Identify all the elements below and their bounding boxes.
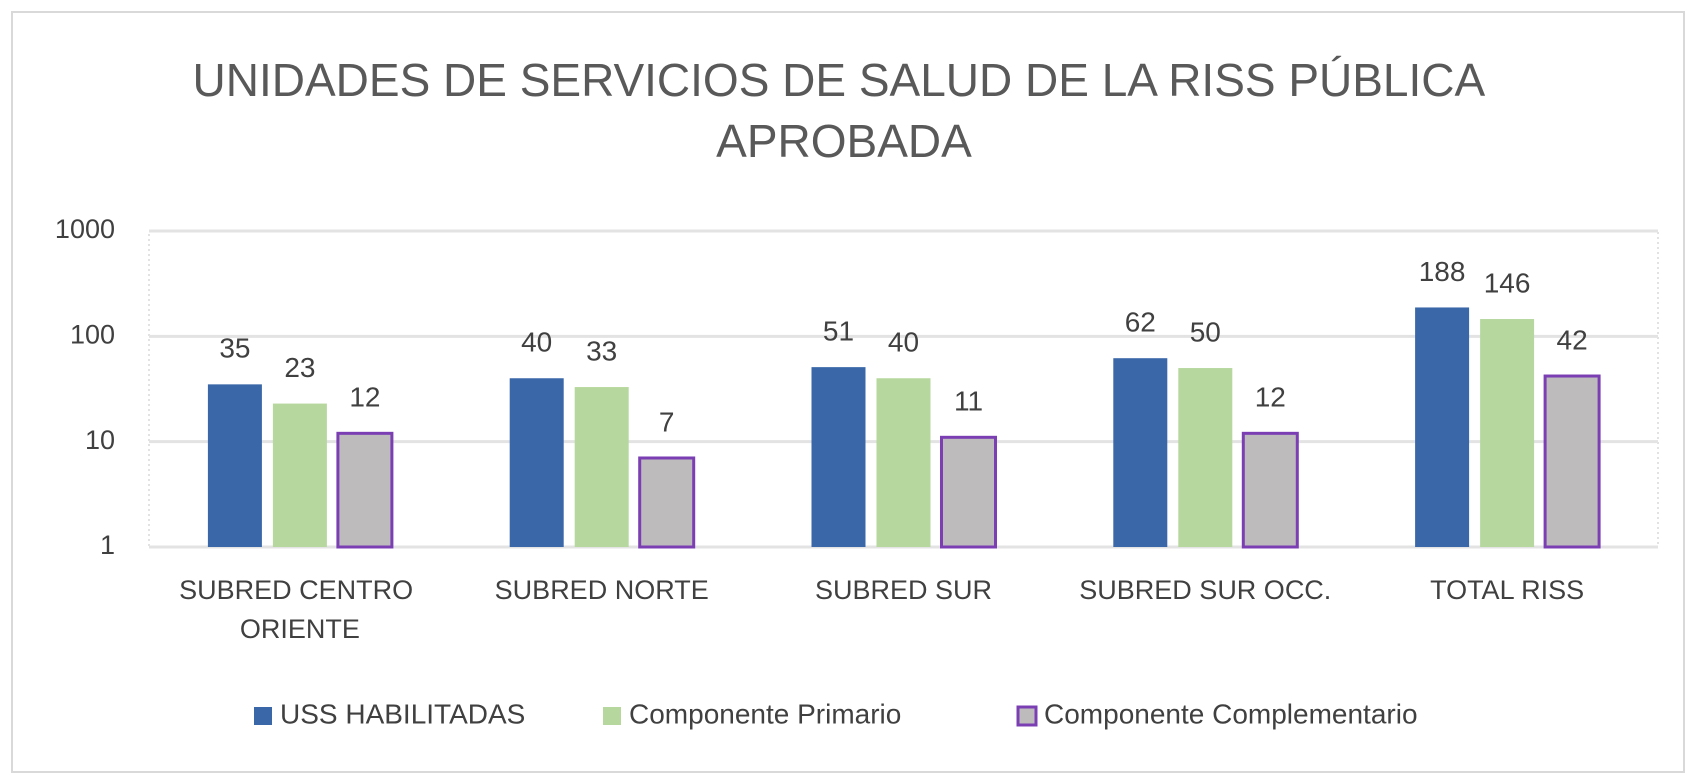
data-label: 40: [521, 327, 552, 358]
legend-swatch: [603, 707, 621, 725]
data-label: 12: [349, 382, 380, 413]
bar: [1480, 319, 1535, 547]
data-label: 35: [219, 333, 250, 364]
data-label: 42: [1557, 324, 1588, 355]
bar: [207, 384, 262, 547]
data-label: 146: [1484, 267, 1531, 298]
x-tick-label: SUBRED NORTE: [495, 575, 709, 605]
data-label: 7: [659, 406, 675, 437]
x-tick-label: TOTAL RISS: [1430, 575, 1584, 605]
legend-swatch: [254, 707, 272, 725]
legend-label: Componente Complementario: [1044, 698, 1418, 729]
x-tick-label: SUBRED CENTRO ORIENTE: [179, 575, 421, 644]
bar: [638, 456, 696, 549]
bar: [1178, 368, 1233, 547]
legend-label: Componente Primario: [629, 698, 901, 729]
bar: [336, 431, 394, 549]
x-tick-label: SUBRED SUR OCC.: [1079, 575, 1331, 605]
legend-swatch: [1016, 705, 1038, 727]
bar: [272, 403, 327, 547]
data-label: 23: [284, 352, 315, 383]
y-tick-label: 100: [70, 319, 115, 349]
bar: [1543, 374, 1601, 549]
y-tick-label: 1: [100, 530, 115, 560]
y-tick-label: 10: [85, 425, 115, 455]
bar: [574, 387, 629, 547]
bar: [1113, 358, 1168, 547]
legend-label: USS HABILITADAS: [280, 698, 525, 729]
chart-title: UNIDADES DE SERVICIOS DE SALUD DE LA RIS…: [193, 54, 1496, 167]
data-label: 40: [888, 327, 919, 358]
data-label: 188: [1419, 256, 1466, 287]
bar: [1241, 431, 1299, 549]
x-tick-label: SUBRED SUR: [815, 575, 992, 605]
bar: [811, 367, 866, 547]
data-label: 11: [954, 386, 983, 417]
bar: [940, 435, 997, 549]
data-label: 12: [1255, 382, 1286, 413]
bar: [509, 378, 564, 547]
plot-area: [148, 230, 1659, 548]
data-label: 50: [1190, 316, 1221, 347]
bar: [876, 378, 931, 547]
data-label: 51: [823, 316, 854, 347]
y-tick-label: 1000: [55, 214, 115, 244]
data-label: 33: [586, 335, 617, 366]
data-label: 62: [1125, 307, 1156, 338]
bar: [1415, 307, 1470, 547]
